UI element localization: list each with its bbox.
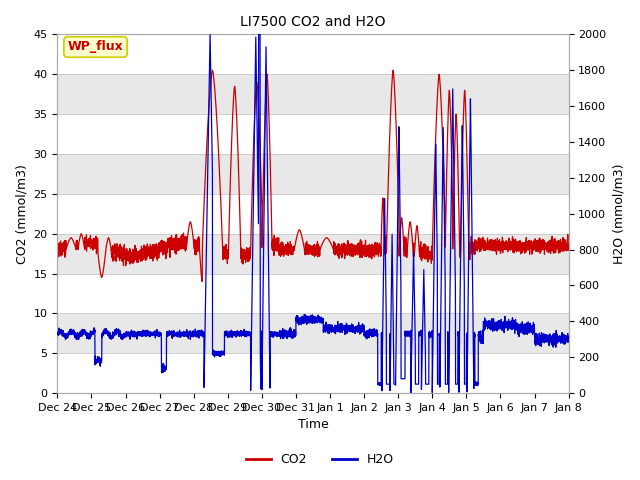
Bar [58, 74, 568, 114]
Text: WP_flux: WP_flux [68, 40, 124, 53]
Bar [58, 313, 568, 353]
Y-axis label: CO2 (mmol/m3): CO2 (mmol/m3) [15, 164, 28, 264]
Legend: CO2, H2O: CO2, H2O [241, 448, 399, 471]
Bar [58, 154, 568, 194]
Title: LI7500 CO2 and H2O: LI7500 CO2 and H2O [240, 15, 386, 29]
Bar [58, 234, 568, 274]
Y-axis label: H2O (mmol/m3): H2O (mmol/m3) [612, 164, 625, 264]
X-axis label: Time: Time [298, 419, 328, 432]
